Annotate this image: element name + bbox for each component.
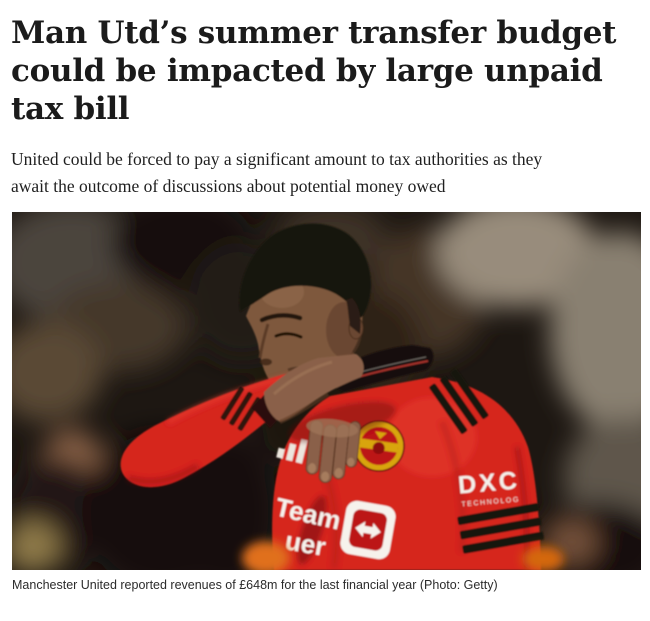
headline-line-3: tax bill	[11, 91, 130, 127]
headline: Man Utd’s summer transfer budget could b…	[11, 14, 640, 128]
teamviewer-icon	[340, 500, 396, 560]
man-utd-crest-icon	[353, 420, 405, 472]
adidas-sleeve-stripes-icon	[457, 503, 544, 554]
headline-line-2: could be impacted by large unpaid	[11, 53, 603, 89]
headline-line-1: Man Utd’s summer transfer budget	[11, 15, 617, 51]
player-torso: DXC TECHNOLOG	[272, 368, 544, 570]
player-wrist	[264, 354, 364, 424]
teamviewer-logo: Team uer	[273, 492, 396, 565]
adidas-logo-icon	[276, 438, 308, 464]
standfirst: United could be forced to pay a signific…	[11, 146, 640, 200]
article-photo: DXC TECHNOLOG	[12, 212, 641, 570]
dxc-logo: DXC TECHNOLOG	[457, 466, 521, 508]
standfirst-line-1: United could be forced to pay a signific…	[11, 149, 543, 169]
article: Man Utd’s summer transfer budget could b…	[0, 14, 650, 593]
player-figure: DXC TECHNOLOG	[120, 223, 544, 570]
teamviewer-text-line2: uer	[283, 525, 328, 562]
player-hair	[239, 223, 372, 318]
player-hand	[305, 418, 361, 484]
player-eye	[274, 332, 303, 339]
photo-caption: Manchester United reported revenues of £…	[12, 578, 498, 592]
dxc-logo-text: DXC	[457, 466, 521, 499]
player-eyebrow	[259, 313, 303, 323]
player-photo-illustration: DXC TECHNOLOG	[12, 212, 641, 570]
orange-blur-blobs	[242, 541, 564, 570]
article-figure: DXC TECHNOLOG	[12, 212, 641, 593]
standfirst-line-2: await the outcome of discussions about p…	[11, 176, 446, 196]
adidas-shoulder-stripes-icon	[429, 368, 489, 434]
